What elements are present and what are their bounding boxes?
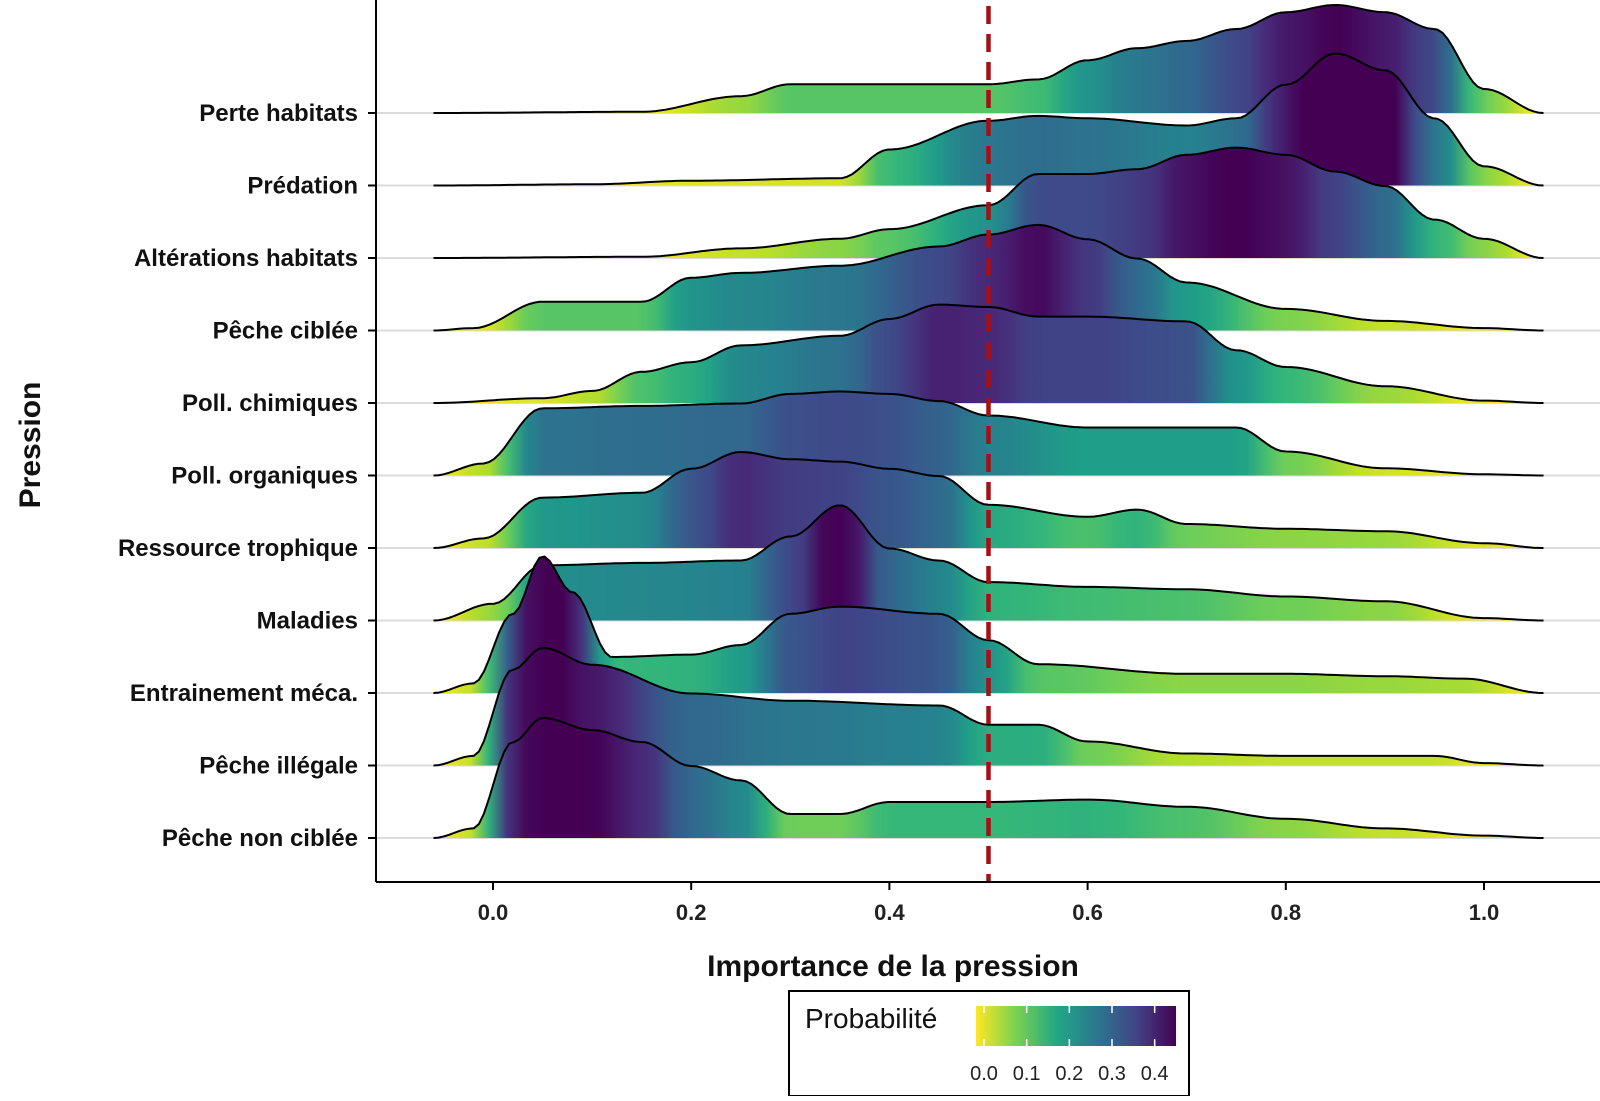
- legend-tick-label: 0.3: [1098, 1063, 1126, 1085]
- ridge-line: [433, 646, 1544, 767]
- y-tick-label: Entrainement méca.: [130, 680, 358, 707]
- ridge-line: [433, 555, 1544, 694]
- legend-colorbar: [976, 1006, 1176, 1046]
- ridge-fill: [433, 452, 1544, 548]
- y-tick-label: Maladies: [257, 608, 358, 635]
- y-tick-label: Perte habitats: [199, 100, 358, 127]
- x-tick-label: 0.2: [676, 900, 707, 925]
- x-tick-label: 0.0: [478, 900, 509, 925]
- legend-tick-label: 0.4: [1141, 1063, 1169, 1085]
- x-tick-label: 1.0: [1469, 900, 1500, 925]
- y-tick-label: Ressource trophique: [118, 535, 358, 562]
- ridge-fill: [433, 648, 1544, 766]
- y-tick-label: Pêche non ciblée: [162, 825, 358, 852]
- x-tick-label: 0.4: [874, 900, 905, 925]
- legend-tick-label: 0.1: [1013, 1063, 1041, 1085]
- ridge-line: [433, 3, 1544, 114]
- x-axis-title: Importance de la pression: [707, 950, 1079, 983]
- legend-tick-label: 0.0: [970, 1063, 998, 1085]
- y-tick-label: Poll. chimiques: [182, 390, 358, 417]
- ridge-fill: [433, 505, 1544, 621]
- legend-title: Probabilité: [805, 1003, 937, 1034]
- ridge-fill: [433, 5, 1544, 113]
- y-tick-label: Pêche ciblée: [213, 318, 358, 345]
- ridge-line: [433, 450, 1544, 549]
- x-tick-label: 0.8: [1271, 900, 1302, 925]
- y-tick-label: Altérations habitats: [134, 245, 358, 272]
- ridge-fill: [433, 718, 1544, 838]
- y-tick-label: Pêche illégale: [199, 753, 358, 780]
- y-tick-label: Prédation: [247, 173, 358, 200]
- ridge-fill: [433, 224, 1544, 331]
- ridge-line: [433, 303, 1544, 404]
- ridge-fill: [433, 147, 1544, 258]
- y-tick-label: Poll. organiques: [171, 463, 358, 490]
- y-axis-title: Pression: [14, 382, 47, 509]
- legend-tick-label: 0.2: [1055, 1063, 1083, 1085]
- ridge-fill: [433, 556, 1544, 693]
- x-tick-label: 0.6: [1072, 900, 1103, 925]
